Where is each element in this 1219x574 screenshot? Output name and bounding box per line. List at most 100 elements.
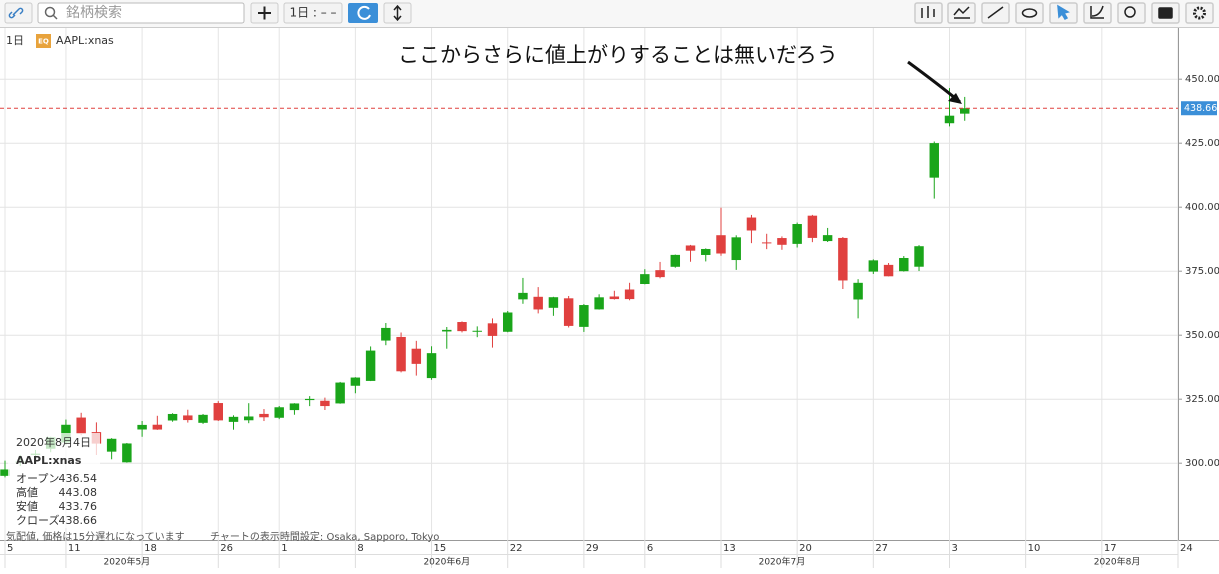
info-panel: 2020年8月4日 AAPL:xnas オープン 436.54 高値 443.08 安値… — [8, 433, 100, 528]
x-tick-label: 18 — [144, 543, 157, 554]
candle-body — [548, 297, 559, 308]
search-box[interactable] — [37, 2, 245, 24]
x-tick-label: 8 — [357, 543, 363, 554]
link-button[interactable] — [4, 2, 33, 24]
y-tick-label: 325.00 — [1185, 394, 1219, 405]
candle-body — [716, 235, 726, 254]
candle-body — [152, 424, 163, 430]
x-tick-label: 26 — [220, 543, 233, 554]
info-value: 443.08 — [59, 486, 98, 499]
y-tick-label: 450.00 — [1185, 74, 1219, 85]
x-tick-label: 5 — [7, 543, 13, 554]
refresh-button[interactable] — [348, 3, 378, 23]
link-icon — [8, 7, 24, 19]
candle-body — [624, 289, 635, 300]
info-value: 433.76 — [59, 500, 98, 513]
x-tick-label: 6 — [647, 543, 653, 554]
interval-label: 1日 : – – — [289, 6, 336, 20]
search-icon — [44, 6, 56, 18]
candle-body — [183, 415, 193, 421]
eq-badge-bg — [36, 34, 51, 48]
candle-body — [259, 413, 269, 418]
candle-body — [853, 282, 863, 300]
plus-icon — [258, 6, 271, 20]
x-tick-label: 27 — [875, 543, 888, 554]
month-label: 2020年6月 — [423, 556, 470, 568]
candle-body — [487, 323, 498, 336]
x-tick-label: 11 — [68, 543, 81, 554]
candle-body — [899, 257, 909, 272]
info-label: クローズ — [16, 513, 59, 527]
zoom-icon — [1124, 6, 1136, 18]
candle-body — [960, 108, 970, 114]
interval-button[interactable] — [283, 2, 343, 24]
candle-body — [731, 237, 741, 261]
chart-interval: 1日 — [6, 34, 24, 47]
candle-body — [655, 270, 665, 278]
zoom-tool[interactable] — [1117, 2, 1146, 24]
y-tick-label: 400.00 — [1185, 202, 1219, 213]
candle-body — [640, 274, 650, 284]
month-label: 2020年5月 — [104, 556, 151, 568]
candle-body — [670, 254, 681, 267]
candle-body — [502, 312, 513, 332]
candle-body — [533, 296, 543, 310]
x-tick-label: 17 — [1104, 543, 1117, 554]
camera-icon — [1158, 7, 1173, 19]
candle-body — [472, 330, 482, 332]
info-label: 高値 — [16, 485, 38, 499]
eye-icon — [1021, 8, 1038, 18]
candle-body — [213, 403, 223, 421]
candle-body — [701, 248, 711, 255]
candles — [0, 88, 970, 478]
month-label: 2020年7月 — [759, 556, 806, 568]
candle-body — [868, 260, 879, 272]
month-label: 2020年8月 — [1094, 556, 1141, 568]
curve-tool[interactable] — [1083, 2, 1112, 24]
candle-body — [106, 438, 117, 452]
tool-icons — [914, 2, 1214, 24]
info-label: オープン — [16, 472, 59, 485]
x-tick-label: 13 — [723, 543, 736, 554]
timezone-note: チャートの表示時間設定: Osaka, Sapporo, Tokyo — [210, 530, 439, 543]
candle-body — [335, 382, 345, 404]
search-placeholder: 銘柄検索 — [66, 4, 122, 21]
x-tick-label: 1 — [281, 543, 287, 554]
candle-body — [304, 398, 315, 401]
settings-tool[interactable] — [1185, 2, 1214, 24]
x-tick-label: 22 — [510, 543, 523, 554]
candle-body — [914, 246, 924, 267]
chart-symbol: AAPL:xnas — [56, 34, 114, 47]
y-tick-label: 300.00 — [1185, 458, 1219, 469]
candle-body — [777, 238, 787, 245]
last-price-tag: 438.66 — [1184, 103, 1217, 114]
candle-body — [320, 400, 330, 407]
candle-body — [350, 377, 361, 386]
candle-body — [411, 348, 422, 364]
x-tick-label: 15 — [434, 543, 447, 554]
candle-body — [746, 217, 757, 231]
candle-body — [274, 407, 284, 418]
search-icon-handle — [52, 14, 58, 20]
annotation: ここからさらに値上がりすることは無いだろう — [398, 43, 838, 67]
delay-note: 気配値, 価格は15分遅れになっています — [6, 530, 185, 543]
indicator-tool[interactable] — [947, 2, 976, 24]
info-bg — [8, 433, 100, 528]
candle-body — [122, 443, 132, 463]
candle-body — [563, 298, 574, 326]
candle-body — [822, 235, 833, 242]
candle-body — [609, 296, 620, 300]
candle-body — [457, 322, 467, 332]
candle-body — [167, 413, 178, 421]
view-tool[interactable] — [1015, 2, 1044, 24]
last-price-tag-bg — [1181, 101, 1217, 116]
indicator-icon — [953, 6, 970, 19]
y-tick-label: 425.00 — [1185, 138, 1219, 149]
candle-body — [761, 242, 772, 244]
x-tick-label: 29 — [586, 543, 599, 554]
y-tick-label: 375.00 — [1185, 266, 1219, 277]
candle-body — [685, 245, 696, 251]
candle-body — [365, 350, 376, 381]
candle-body — [838, 237, 848, 281]
